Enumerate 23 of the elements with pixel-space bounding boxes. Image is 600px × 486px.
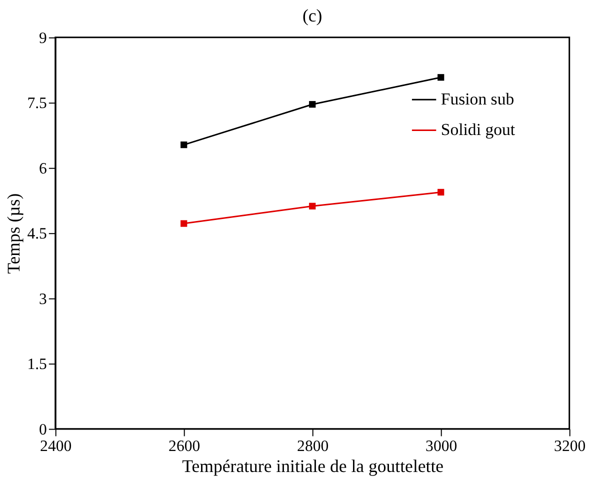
y-tick-label: 6	[39, 160, 48, 178]
legend-label: Fusion sub	[440, 90, 514, 109]
x-tick-label: 3200	[554, 438, 586, 456]
point	[180, 141, 188, 148]
chart-title: (c)	[302, 6, 322, 26]
y-tick-label: 1.5	[27, 356, 48, 374]
x-tick-label: 2600	[168, 438, 200, 456]
point	[309, 101, 316, 108]
y-tick-label: 0	[39, 421, 48, 438]
x-tick-label: 2400	[40, 438, 72, 456]
x-tick-label: 3000	[426, 438, 458, 456]
y-axis-title: Temps (µs)	[3, 193, 24, 274]
legend-label: Solidi gout	[440, 120, 516, 140]
x-tick-label: 2800	[297, 438, 329, 456]
point	[309, 202, 316, 210]
point	[180, 220, 188, 227]
y-tick-label: 9	[39, 30, 48, 47]
point	[438, 188, 444, 196]
y-tick-label: 3	[39, 290, 48, 308]
x-axis-title: Température initiale de la gouttelette	[182, 456, 444, 476]
y-tick-label: 4.5	[27, 226, 48, 243]
y-tick-label: 7.5	[27, 95, 48, 112]
point	[438, 74, 444, 81]
